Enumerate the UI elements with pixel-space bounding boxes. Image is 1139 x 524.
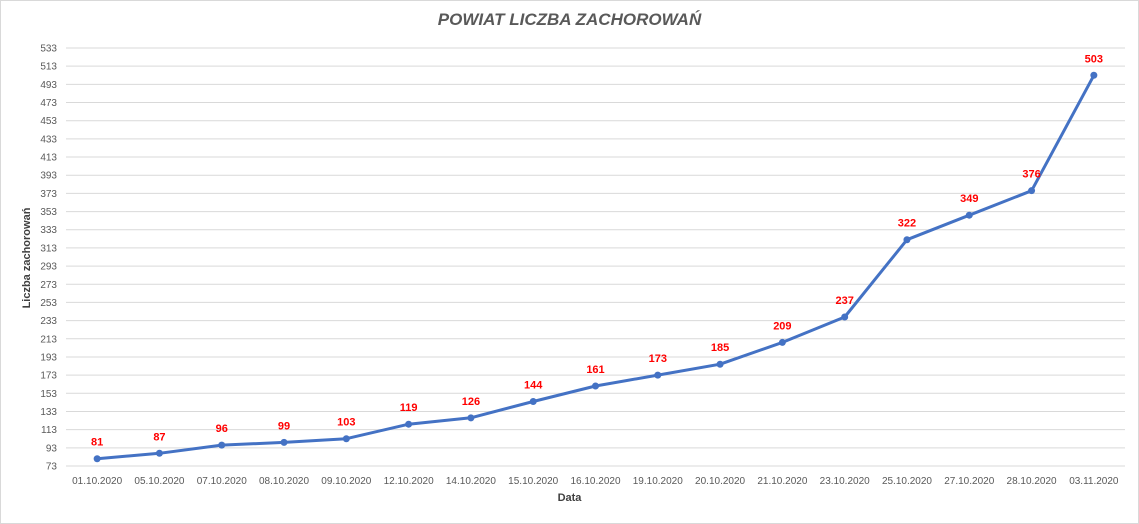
x-tick-label: 20.10.2020 — [695, 476, 745, 487]
data-point — [218, 441, 226, 449]
data-label: 144 — [524, 379, 543, 391]
x-tick-label: 08.10.2020 — [259, 476, 309, 487]
y-tick-label: 533 — [40, 44, 57, 55]
x-tick-label: 15.10.2020 — [508, 476, 558, 487]
y-tick-label: 153 — [40, 389, 57, 400]
y-tick-label: 453 — [40, 116, 57, 127]
data-point — [405, 420, 413, 428]
data-label: 96 — [216, 423, 228, 435]
data-point — [155, 449, 163, 457]
data-label: 119 — [400, 402, 418, 414]
y-tick-label: 313 — [40, 243, 57, 254]
data-point — [592, 382, 599, 390]
data-point — [965, 211, 973, 219]
y-tick-label: 233 — [40, 316, 57, 327]
x-tick-label: 01.10.2020 — [72, 476, 122, 487]
data-label: 173 — [649, 353, 667, 365]
data-label: 161 — [586, 364, 604, 376]
x-tick-label: 09.10.2020 — [321, 476, 371, 487]
data-label: 349 — [960, 193, 978, 205]
chart-title: POWIAT LICZBA ZACHOROWAŃ — [437, 10, 702, 29]
data-point — [529, 397, 537, 405]
y-tick-label: 353 — [40, 207, 57, 218]
y-tick-label: 133 — [40, 407, 57, 418]
y-tick-label: 93 — [46, 443, 58, 454]
data-point — [654, 371, 662, 379]
x-tick-label: 05.10.2020 — [134, 476, 184, 487]
y-tick-label: 213 — [40, 334, 57, 345]
y-tick-label: 433 — [40, 134, 57, 145]
y-tick-label: 333 — [40, 225, 57, 236]
data-label: 87 — [153, 431, 165, 443]
data-point — [280, 438, 288, 446]
data-label: 103 — [337, 417, 355, 429]
y-tick-label: 73 — [46, 462, 58, 473]
x-tick-label: 28.10.2020 — [1007, 476, 1057, 487]
x-tick-label: 19.10.2020 — [633, 476, 683, 487]
x-tick-label: 21.10.2020 — [757, 476, 807, 487]
data-label: 503 — [1085, 53, 1103, 65]
y-tick-label: 113 — [41, 425, 57, 436]
x-tick-label: 07.10.2020 — [197, 476, 247, 487]
data-point — [778, 338, 786, 346]
data-point — [342, 435, 350, 443]
y-tick-label: 293 — [40, 262, 57, 273]
data-point — [841, 313, 849, 321]
y-tick-label: 373 — [40, 189, 57, 200]
data-point — [93, 455, 101, 463]
x-tick-label: 23.10.2020 — [820, 476, 870, 487]
data-label: 237 — [835, 295, 853, 307]
data-label: 81 — [91, 437, 103, 449]
y-tick-label: 253 — [40, 298, 57, 309]
y-tick-label: 493 — [40, 80, 57, 91]
x-tick-label: 12.10.2020 — [384, 476, 434, 487]
x-tick-label: 16.10.2020 — [570, 476, 620, 487]
data-label: 209 — [773, 320, 791, 332]
y-tick-label: 193 — [40, 352, 57, 363]
y-tick-label: 273 — [40, 280, 57, 291]
data-label: 322 — [898, 218, 916, 230]
data-label: 185 — [711, 342, 729, 354]
y-tick-label: 473 — [40, 98, 57, 109]
y-tick-label: 513 — [40, 62, 57, 73]
data-point — [903, 236, 911, 244]
x-tick-label: 03.11.2020 — [1069, 476, 1119, 487]
y-tick-label: 393 — [40, 171, 57, 182]
x-tick-label: 25.10.2020 — [882, 476, 932, 487]
x-tick-label: 14.10.2020 — [446, 476, 496, 487]
data-label: 126 — [462, 396, 480, 408]
data-point — [467, 414, 475, 422]
data-point — [716, 360, 724, 368]
data-point — [1090, 71, 1098, 79]
data-label: 376 — [1022, 169, 1040, 181]
data-label: 99 — [278, 420, 290, 432]
y-tick-label: 413 — [40, 153, 57, 164]
y-tick-label: 173 — [40, 371, 57, 382]
data-point — [1028, 187, 1036, 195]
x-axis-title: Data — [557, 492, 582, 504]
series-line — [96, 74, 1096, 461]
x-tick-label: 27.10.2020 — [944, 476, 994, 487]
